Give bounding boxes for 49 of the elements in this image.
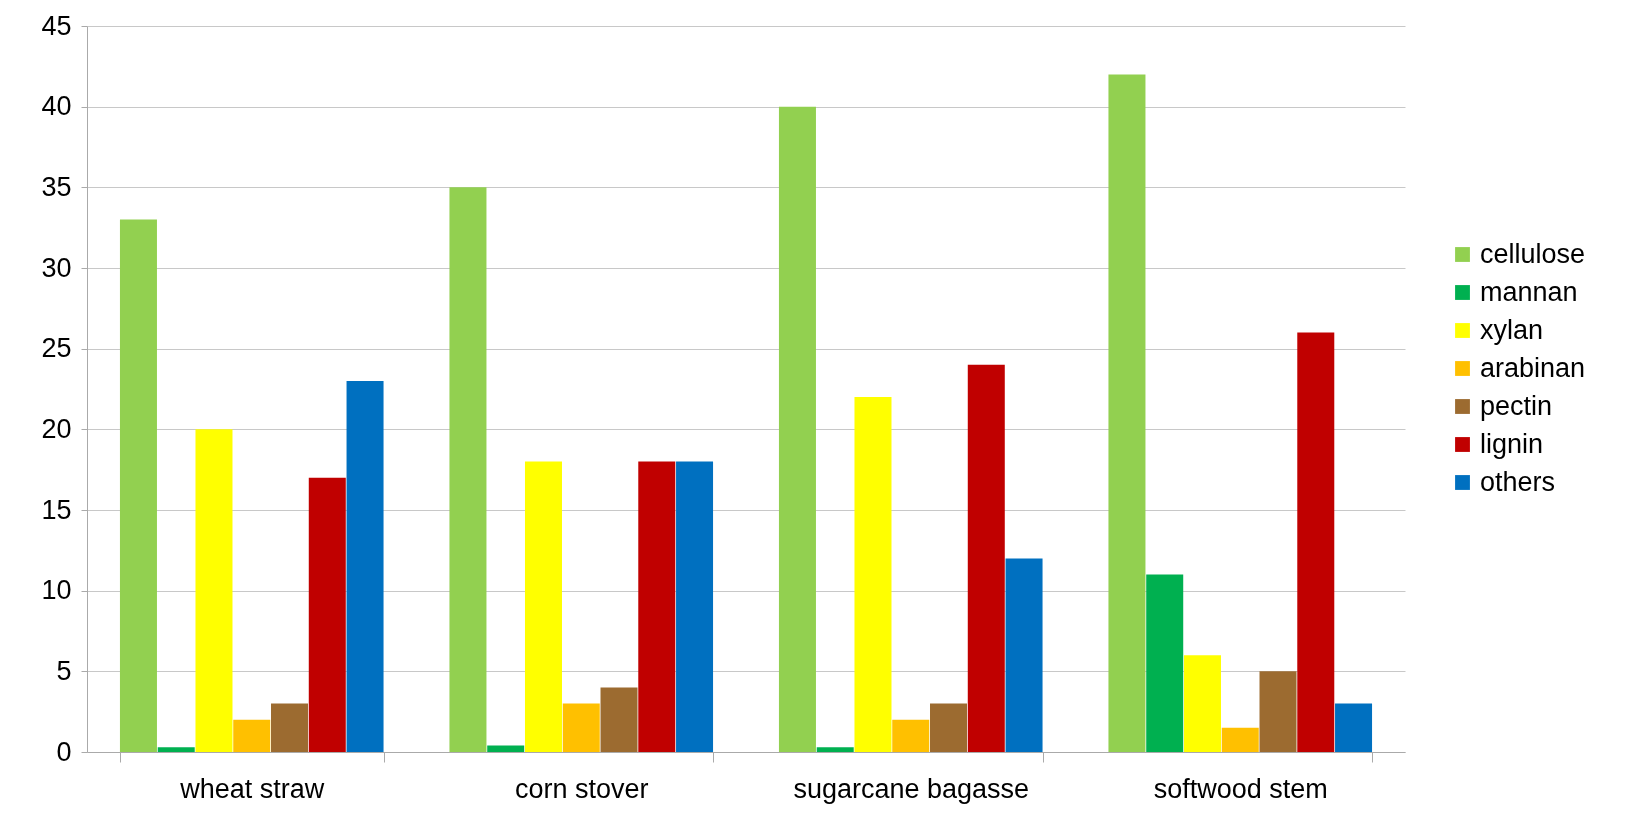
bar xyxy=(308,477,346,752)
y-tick-label: 35 xyxy=(41,171,72,202)
bar xyxy=(892,719,930,752)
bar xyxy=(487,745,525,752)
bar xyxy=(854,397,892,752)
bar xyxy=(346,380,384,752)
bar xyxy=(1146,574,1184,752)
bar xyxy=(524,461,562,752)
bar xyxy=(676,461,714,752)
x-tick-label: wheat straw xyxy=(179,773,325,804)
x-tick-label: softwood stem xyxy=(1153,773,1328,804)
bar xyxy=(233,719,271,752)
bar xyxy=(119,219,157,752)
bar xyxy=(600,687,638,752)
bar xyxy=(967,364,1005,752)
bar xyxy=(1335,703,1373,752)
bar xyxy=(1108,74,1146,752)
bar xyxy=(638,461,676,752)
y-tick-label: 30 xyxy=(41,252,72,283)
bar xyxy=(1297,332,1335,752)
bar xyxy=(778,106,816,752)
y-tick-label: 40 xyxy=(41,91,72,122)
x-tick-label: corn stover xyxy=(514,773,649,804)
y-tick-label: 20 xyxy=(41,413,72,444)
legend-label: pectin xyxy=(1480,390,1553,421)
y-tick-label: 15 xyxy=(41,494,72,525)
bar xyxy=(1221,727,1259,752)
y-tick-label: 0 xyxy=(56,736,72,767)
legend-label: others xyxy=(1480,466,1556,497)
y-tick-label: 25 xyxy=(41,333,72,364)
bar xyxy=(195,429,233,752)
bar xyxy=(271,703,309,752)
y-tick-label: 5 xyxy=(56,655,72,686)
y-tick-label: 45 xyxy=(41,10,72,41)
bar xyxy=(1183,655,1221,752)
legend-label: arabinan xyxy=(1480,352,1586,383)
legend-label: cellulose xyxy=(1480,238,1586,269)
legend-label: xylan xyxy=(1480,314,1544,345)
bar xyxy=(562,703,600,752)
legend-label: lignin xyxy=(1480,428,1544,459)
y-tick-label: 10 xyxy=(41,575,72,606)
legend-label: mannan xyxy=(1480,276,1578,307)
bar xyxy=(1005,558,1043,752)
bar xyxy=(157,747,195,752)
x-tick-label: sugarcane bagasse xyxy=(793,773,1030,804)
bar xyxy=(449,187,487,752)
bar xyxy=(1259,671,1297,752)
bar xyxy=(930,703,968,752)
bar xyxy=(816,747,854,752)
